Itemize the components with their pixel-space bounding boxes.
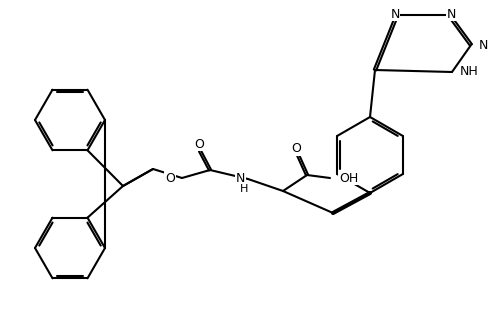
- Text: N: N: [390, 8, 399, 20]
- Text: O: O: [165, 171, 175, 184]
- Text: N: N: [235, 172, 244, 185]
- Text: O: O: [291, 142, 300, 156]
- Text: NH: NH: [459, 65, 478, 78]
- Text: OH: OH: [338, 171, 358, 184]
- Text: H: H: [239, 184, 247, 194]
- Text: O: O: [194, 137, 203, 150]
- Text: N: N: [478, 38, 487, 52]
- Text: N: N: [445, 8, 455, 20]
